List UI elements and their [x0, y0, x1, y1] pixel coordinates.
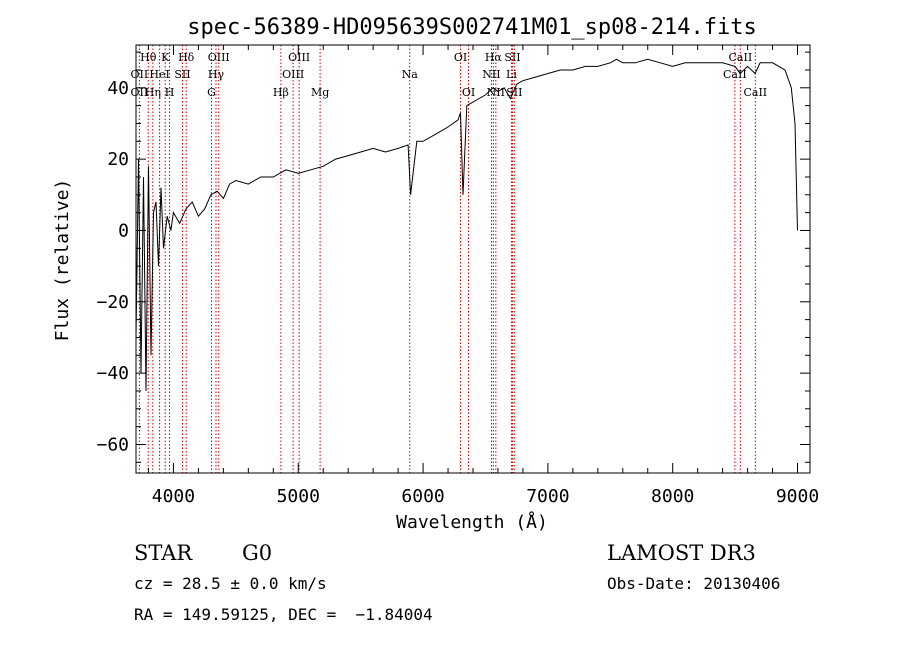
x-tick-label-4: 8000 [651, 486, 694, 507]
line-label-25: CaII [729, 51, 753, 64]
line-label-7: SII [174, 68, 190, 81]
x-tick-label-2: 6000 [401, 486, 444, 507]
chart-title: spec-56389-HD095639S002741M01_sp08-214.f… [187, 15, 757, 40]
x-tick-label-1: 5000 [277, 486, 320, 507]
spectrum-series [135, 58, 798, 392]
line-label-4: HeI [149, 68, 169, 81]
y-tick-label-5: 40 [107, 78, 129, 99]
x-tick-label-3: 7000 [526, 486, 569, 507]
line-label-5: K [161, 51, 170, 64]
plot-frame [135, 44, 811, 474]
spectral-line-markers [138, 45, 756, 473]
line-label-19: Hα [485, 51, 503, 64]
spectrum-line [135, 58, 798, 392]
line-label-27: CaII [743, 86, 767, 99]
line-label-14: Hβ [273, 86, 289, 99]
x-axis-ticks: 4000 5000 6000 7000 8000 9000 [147, 45, 819, 507]
survey-name: LAMOST DR3 [607, 541, 756, 565]
line-label-0: Hθ [140, 51, 157, 64]
line-label-17: OI [454, 51, 467, 64]
line-label-10: Hγ [208, 68, 225, 81]
line-label-2: OII [131, 86, 149, 99]
coordinates: RA = 149.59125, DEC = −1.84004 [134, 605, 433, 624]
line-label-15: Mg [311, 86, 329, 99]
line-label-1: OII [131, 68, 149, 81]
line-label-11: G [207, 86, 216, 99]
x-axis-label: Wavelength (Å) [396, 511, 548, 533]
x-tick-label-0: 4000 [152, 486, 195, 507]
line-label-8: Hδ [178, 51, 195, 64]
line-label-3: Hη [145, 86, 161, 99]
line-label-18: OI [462, 86, 475, 99]
y-tick-label-4: 20 [107, 149, 129, 170]
line-label-12: OIII [288, 51, 310, 64]
line-label-24: SII [506, 86, 522, 99]
object-class: STAR [134, 541, 193, 565]
line-label-9: OIII [208, 51, 230, 64]
observation-date: Obs-Date: 20130406 [607, 574, 780, 593]
line-label-20: SII [504, 51, 520, 64]
y-tick-label-0: −60 [96, 434, 129, 455]
line-label-26: CaII [723, 68, 747, 81]
line-label-21: NII [482, 68, 500, 81]
object-subclass: G0 [242, 541, 272, 565]
y-tick-label-3: 0 [118, 220, 129, 241]
line-label-6: H [165, 86, 175, 99]
line-label-22: Li [506, 68, 517, 81]
y-tick-label-1: −40 [96, 363, 129, 384]
y-axis-ticks: −60 −40 −20 0 20 40 [96, 51, 810, 463]
y-axis-label: Flux (relative) [52, 179, 73, 342]
redshift-cz: cz = 28.5 ± 0.0 km/s [134, 574, 327, 593]
x-tick-label-5: 9000 [776, 486, 819, 507]
line-label-23: NII [487, 86, 505, 99]
line-label-16: Na [402, 68, 419, 81]
y-tick-label-2: −20 [96, 292, 129, 313]
line-label-13: OIII [282, 68, 304, 81]
